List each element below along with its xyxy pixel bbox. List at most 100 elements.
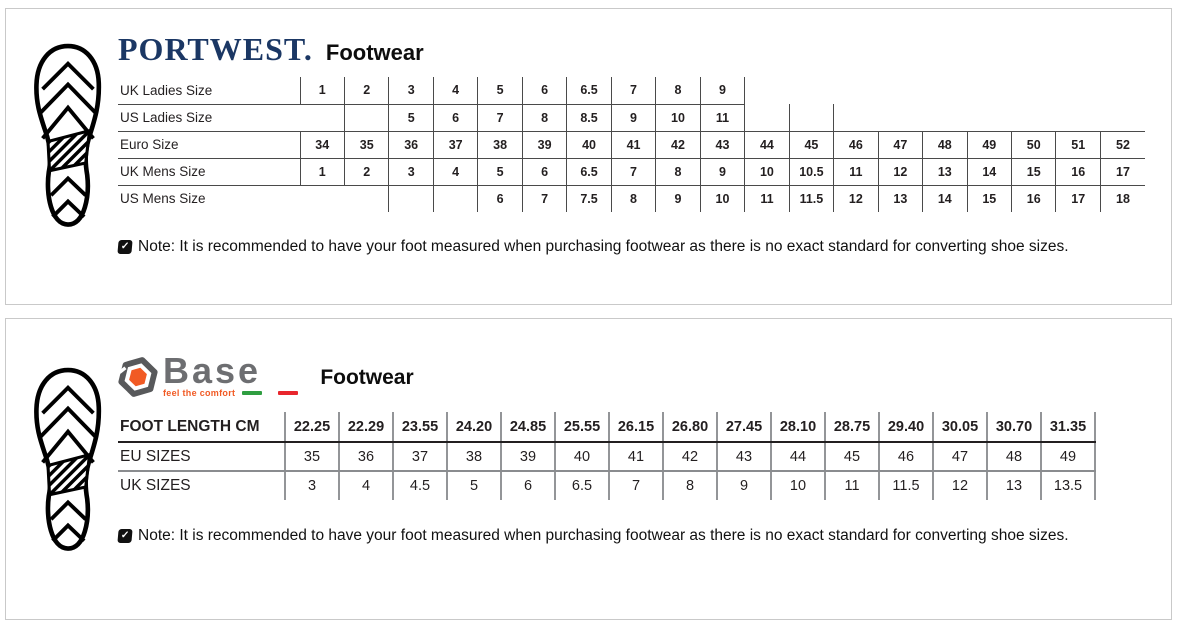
size-cell: 16 (1055, 158, 1101, 186)
size-cell: 27.45 (716, 412, 771, 443)
check-note-icon: ✓ (117, 529, 133, 543)
size-cell: 7 (477, 104, 523, 132)
size-cell: 8.5 (566, 104, 612, 132)
empty-region (1012, 77, 1056, 104)
empty-region (1056, 77, 1100, 104)
base-note: ✓ Note: It is recommended to have your f… (117, 527, 1146, 545)
size-cell: 44 (744, 131, 790, 159)
portwest-note: ✓ Note: It is recommended to have your f… (117, 238, 1146, 256)
empty-region (922, 104, 968, 132)
size-cell: 49 (966, 131, 1012, 159)
size-cell: 35 (343, 131, 389, 159)
table-row: Euro Size 34 35 36 37 38 39 40 41 42 43 44 45 46 47 48 4… (118, 131, 1145, 159)
flag-red-dash-icon (278, 391, 299, 396)
row-label: UK Mens Size (118, 158, 300, 186)
size-cell: 10 (655, 104, 701, 132)
size-cell: 50 (1010, 131, 1056, 159)
row-label: UK Ladies Size (118, 77, 300, 105)
empty-region (878, 104, 923, 132)
size-cell: 42 (662, 442, 717, 472)
size-cell: 39 (521, 131, 567, 159)
size-cell: 45 (824, 442, 879, 472)
size-cell: 14 (922, 185, 968, 212)
empty-region (967, 104, 1012, 132)
row-label: Euro Size (118, 131, 300, 159)
size-cell: 6 (432, 104, 478, 132)
row-label: FOOT LENGTH CM (118, 412, 285, 443)
table-row: UK Mens Size 1 2 3 4 5 6 6.5 7 8 9 10 10.5 11 12 13 14 15… (118, 158, 1145, 186)
size-cell: 4 (338, 471, 393, 500)
footprint-column (28, 333, 118, 619)
size-cell: 8 (655, 158, 701, 186)
size-cell: 51 (1055, 131, 1101, 159)
size-cell: 4.5 (392, 471, 447, 500)
size-cell: 7 (608, 471, 663, 500)
table-row: UK SIZES 3 4 4.5 5 6 6.5 7 8 9 10 11 11.5 12 13 13.5 (118, 471, 1096, 500)
empty-region (923, 77, 967, 104)
size-cell: 22.25 (284, 412, 339, 443)
size-cell: 9 (699, 77, 746, 105)
size-cell: 36 (338, 442, 393, 472)
size-cell: 31.35 (1040, 412, 1096, 443)
row-label: US Mens Size (120, 191, 206, 207)
row-label: US Ladies Size (118, 104, 300, 132)
size-cell: 5 (477, 158, 523, 186)
table-row: EU SIZES 35 36 37 38 39 40 41 42 43 44 45 46 47 48 49 (118, 442, 1096, 472)
empty-region (789, 77, 833, 104)
table-row: FOOT LENGTH CM 22.25 22.29 23.55 24.20 24.85 2… (118, 412, 1096, 443)
size-cell: 9 (610, 104, 656, 132)
base-size-table: FOOT LENGTH CM 22.25 22.29 23.55 24.20 24.85 2… (118, 412, 1096, 500)
flag-green-dash-icon (242, 391, 263, 396)
base-wordmark-block: Base feel the comfort (163, 349, 299, 398)
size-cell: 28.75 (824, 412, 879, 443)
size-cell: 15 (966, 185, 1012, 212)
row-label: EU SIZES (118, 442, 285, 472)
empty-region (833, 104, 879, 132)
size-cell: 2 (343, 77, 389, 105)
size-cell: 26.15 (608, 412, 663, 443)
size-cell: 48 (922, 131, 968, 159)
portwest-content: PORTWEST. Footwear UK Ladies Size 1 2 3 4 5 6 6… (117, 23, 1146, 304)
size-cell: 10 (699, 185, 745, 212)
size-cell: 38 (446, 442, 501, 472)
size-cell: 12 (833, 185, 879, 212)
base-header: Base feel the comfort Footwear (118, 349, 1146, 399)
empty-region (1100, 77, 1145, 104)
row-label: UK SIZES (120, 477, 191, 494)
table-row: UK Ladies Size 1 2 3 4 5 6 6.5 7 8 9 (118, 77, 1145, 105)
size-cell: 13 (877, 185, 923, 212)
size-cell: 42 (655, 131, 701, 159)
size-cell: 13 (986, 471, 1041, 500)
portwest-panel: PORTWEST. Footwear UK Ladies Size 1 2 3 4 5 6 6… (5, 8, 1172, 305)
size-cell: 10 (770, 471, 825, 500)
size-cell: 46 (833, 131, 879, 159)
size-cell: 15 (1010, 158, 1056, 186)
empty-region (878, 77, 922, 104)
size-cell: 37 (392, 442, 447, 472)
size-cell: 43 (699, 131, 745, 159)
size-cell: 10.5 (788, 158, 834, 186)
size-cell: 41 (610, 131, 656, 159)
size-cell: 13 (922, 158, 968, 186)
size-cell: 8 (610, 185, 656, 212)
size-cell: 16 (1010, 185, 1056, 212)
empty-region (300, 185, 344, 212)
size-cell: 8 (655, 77, 701, 105)
base-logo: Base (163, 349, 262, 391)
size-cell: 6 (500, 471, 555, 500)
size-cell: 13.5 (1040, 471, 1096, 500)
size-cell: 12 (932, 471, 987, 500)
size-cell: 34 (299, 131, 345, 159)
size-cell: 3 (388, 77, 434, 105)
empty-region (1100, 104, 1145, 132)
portwest-note-text: Note: It is recommended to have your foo… (138, 238, 1069, 255)
size-cell: 36 (388, 131, 434, 159)
size-cell: 48 (986, 442, 1041, 472)
footprint-column (28, 23, 118, 304)
size-cell: 22.29 (338, 412, 393, 443)
boot-sole-print-icon (34, 367, 102, 551)
size-cell: 28.10 (770, 412, 825, 443)
size-cell: 40 (566, 131, 612, 159)
size-cell: 11.5 (878, 471, 933, 500)
size-cell: 3 (284, 471, 339, 500)
